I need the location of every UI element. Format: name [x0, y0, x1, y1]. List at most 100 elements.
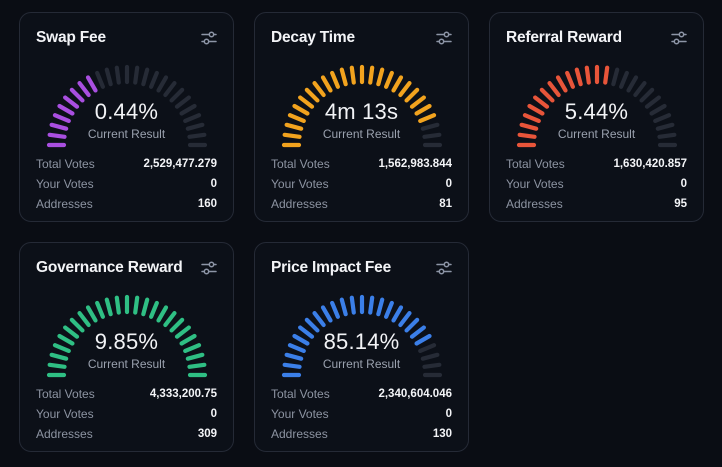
gauge-segment-filled [49, 122, 69, 131]
gauge [281, 64, 443, 148]
vote-card-referral-reward: Referral Reward 5.44% Current Result Tot… [489, 12, 704, 222]
gauge-segment-filled [57, 333, 75, 346]
gauge-segment-filled [391, 305, 404, 323]
gauge-segment-filled [183, 343, 202, 353]
vote-card-swap-fee: Swap Fee 0.44% Current Result Total Vote… [19, 12, 234, 222]
gauge-segment-empty [187, 132, 207, 139]
addresses-value: 309 [197, 428, 217, 440]
sliders-icon[interactable] [201, 260, 217, 276]
stat-row-addresses: Addresses 130 [271, 424, 452, 444]
stat-row-addresses: Addresses 160 [36, 194, 217, 214]
current-result-label: Current Result [87, 127, 166, 141]
stat-label: Your Votes [271, 407, 329, 421]
gauge-segment-filled [284, 352, 304, 361]
your-votes-value: 0 [210, 408, 217, 420]
gauge-segment-filled [287, 343, 306, 353]
slider-knob [203, 38, 210, 45]
gauge-segment-filled [149, 300, 159, 319]
gauge-segment-empty [611, 67, 620, 87]
gauge-segment-filled [414, 333, 432, 346]
total-votes-value: 4,333,200.75 [149, 388, 217, 400]
gauge-segment-filled [414, 103, 432, 116]
gauge-segment-filled [114, 295, 121, 315]
gauge-segment-filled [527, 103, 545, 116]
sliders-icon[interactable] [436, 260, 452, 276]
total-votes-value: 1,630,420.857 [613, 158, 687, 170]
gauge-segment-filled [330, 300, 340, 319]
stat-label: Total Votes [271, 157, 330, 171]
gauge-segment-filled [63, 95, 80, 109]
slider-knob [208, 31, 215, 38]
addresses-value: 130 [432, 428, 452, 440]
gauge-segment-filled [185, 352, 205, 361]
gauge-segment-empty [141, 67, 150, 87]
slider-knob [203, 268, 210, 275]
gauge-segment-filled [376, 297, 385, 317]
current-result-value: 4m 13s [324, 99, 399, 124]
gauge-segment-empty [626, 75, 639, 93]
gauge-segment-filled [63, 325, 80, 339]
gauge [281, 294, 443, 378]
gauge-segment-empty [174, 95, 191, 109]
gauge-segment-filled [298, 95, 315, 109]
gauge-segment-filled [85, 305, 98, 323]
gauge-segment-empty [104, 67, 113, 87]
gauge-segment-filled [398, 81, 412, 98]
addresses-value: 160 [197, 198, 217, 210]
slider-knob [443, 261, 450, 268]
gauge [516, 64, 678, 148]
stat-label: Total Votes [36, 387, 95, 401]
gauge-segment-filled [292, 103, 310, 116]
gauge-segment-filled [376, 67, 385, 87]
total-votes-value: 2,529,477.279 [143, 158, 217, 170]
stat-label: Your Votes [36, 407, 94, 421]
gauge-segment-filled [384, 300, 394, 319]
gauge-segment-filled [320, 75, 333, 93]
gauge-segment-empty [179, 103, 197, 116]
gauge-segment-filled [284, 122, 304, 131]
gauge-segment-filled [533, 95, 550, 109]
gauge-segment-empty [619, 70, 629, 89]
gauge-segment-filled [368, 295, 375, 315]
gauge-segment-filled [77, 81, 91, 98]
your-votes-value: 0 [445, 408, 452, 420]
gauge-segment-filled [522, 113, 541, 123]
gauge-segment-filled [52, 343, 71, 353]
gauge-segment-filled [104, 297, 113, 317]
stat-row-your-votes: Your Votes 0 [506, 174, 687, 194]
sliders-icon[interactable] [671, 30, 687, 46]
gauge [46, 64, 208, 148]
gauge-segment-filled [304, 317, 320, 333]
your-votes-value: 0 [680, 178, 687, 190]
gauge-segment-filled [584, 65, 591, 85]
gauge-segment-filled [287, 113, 306, 123]
gauge-segment-filled [133, 295, 140, 315]
gauge-segment-empty [639, 87, 655, 103]
current-result-value: 85.14% [323, 329, 400, 354]
gauge-segment-empty [95, 70, 105, 89]
gauge-segment-filled [368, 65, 375, 85]
current-result-value: 0.44% [94, 99, 159, 124]
stat-row-total-votes: Total Votes 1,562,983.844 [271, 154, 452, 174]
stat-row-addresses: Addresses 81 [271, 194, 452, 214]
sliders-icon[interactable] [201, 30, 217, 46]
gauge-segment-filled [187, 362, 207, 369]
gauge-segment-filled [85, 75, 98, 93]
gauge-segment-empty [657, 132, 677, 139]
gauge-segment-filled [156, 305, 169, 323]
stat-label: Your Votes [506, 177, 564, 191]
gauge-segment-filled [298, 325, 315, 339]
slider-knob [208, 261, 215, 268]
gauge-segment-filled [404, 87, 420, 103]
stat-label: Addresses [506, 197, 563, 211]
sliders-icon[interactable] [436, 30, 452, 46]
slider-knob [673, 38, 680, 45]
stat-label: Total Votes [36, 157, 95, 171]
gauge-segment-filled [179, 333, 197, 346]
gauge-segment-filled [69, 317, 85, 333]
gauge-segment-filled [52, 113, 71, 123]
card-title: Swap Fee [36, 29, 106, 46]
current-result-value: 5.44% [564, 99, 629, 124]
gauge-segment-filled [77, 311, 91, 328]
gauge-segment-filled [282, 362, 302, 369]
